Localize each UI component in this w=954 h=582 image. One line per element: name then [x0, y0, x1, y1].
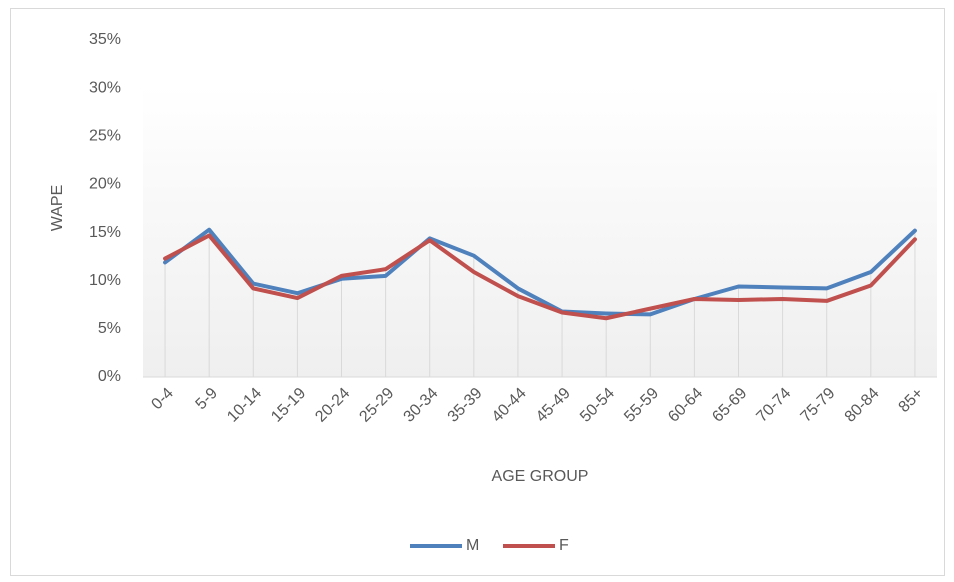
series-line: [163, 227, 917, 317]
y-tick-label: 25%: [89, 128, 121, 145]
y-tick-label: 35%: [89, 31, 121, 48]
plot-background: [143, 85, 937, 377]
legend-label: F: [559, 537, 569, 554]
y-tick-label: 10%: [89, 272, 121, 289]
y-axis-title: WAPE: [49, 185, 66, 232]
x-axis-title: AGE GROUP: [492, 468, 589, 485]
y-tick-label: 15%: [89, 224, 121, 241]
y-tick-label: 30%: [89, 79, 121, 96]
y-tick-label: 0%: [98, 368, 121, 385]
legend-label: M: [466, 537, 479, 554]
y-tick-label: 20%: [89, 176, 121, 193]
series-line: [163, 233, 917, 321]
y-tick-label: 5%: [98, 320, 121, 337]
